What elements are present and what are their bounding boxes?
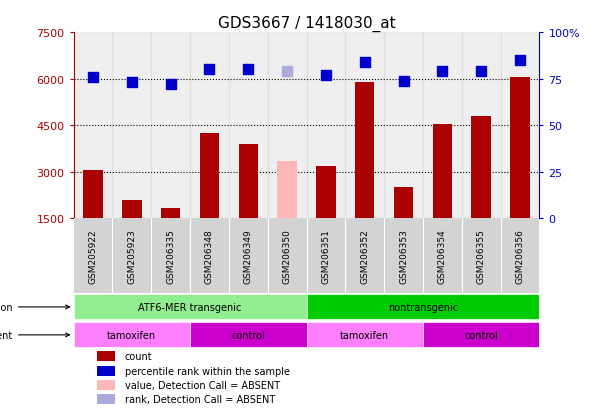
Bar — [423, 33, 462, 219]
Point — [88, 74, 98, 81]
Text: GSM206351: GSM206351 — [321, 229, 330, 283]
Text: count: count — [125, 351, 153, 361]
Point — [476, 69, 486, 75]
Bar — [471, 116, 491, 219]
FancyBboxPatch shape — [423, 323, 539, 348]
Point — [205, 67, 215, 74]
Text: agent: agent — [0, 330, 69, 340]
FancyBboxPatch shape — [306, 323, 423, 348]
Text: GSM206356: GSM206356 — [516, 229, 525, 283]
Text: value, Detection Call = ABSENT: value, Detection Call = ABSENT — [125, 380, 280, 390]
Text: GSM205922: GSM205922 — [88, 229, 97, 283]
Point — [360, 59, 370, 66]
Bar — [278, 161, 297, 219]
Text: tamoxifen: tamoxifen — [340, 330, 389, 340]
Text: GSM206335: GSM206335 — [166, 229, 175, 283]
Bar — [112, 33, 151, 219]
Point — [127, 80, 137, 87]
Text: GSM206350: GSM206350 — [283, 229, 292, 283]
Point — [438, 69, 447, 75]
Bar — [433, 124, 452, 219]
Bar — [394, 188, 413, 219]
Point — [282, 69, 292, 75]
Bar — [151, 33, 190, 219]
Point — [515, 57, 525, 64]
Text: genotype/variation: genotype/variation — [0, 302, 69, 312]
Bar — [316, 166, 336, 219]
FancyBboxPatch shape — [74, 323, 190, 348]
Text: control: control — [464, 330, 498, 340]
Text: GSM206352: GSM206352 — [360, 229, 369, 283]
Title: GDS3667 / 1418030_at: GDS3667 / 1418030_at — [218, 16, 395, 32]
Bar — [268, 33, 306, 219]
Bar — [200, 134, 219, 219]
Bar — [83, 171, 103, 219]
Point — [398, 78, 408, 85]
Point — [243, 67, 253, 74]
Bar — [355, 83, 375, 219]
Bar — [229, 33, 268, 219]
Bar — [97, 394, 115, 404]
Text: GSM206355: GSM206355 — [477, 229, 485, 283]
Text: nontransgenic: nontransgenic — [388, 302, 458, 312]
Text: GSM206349: GSM206349 — [244, 229, 253, 283]
Text: GSM206348: GSM206348 — [205, 229, 214, 283]
Bar — [97, 380, 115, 390]
Text: GSM206353: GSM206353 — [399, 229, 408, 283]
Text: GSM206354: GSM206354 — [438, 229, 447, 283]
Bar — [97, 351, 115, 361]
Point — [166, 82, 175, 88]
Bar — [306, 33, 345, 219]
Bar — [122, 200, 142, 219]
Bar — [161, 208, 180, 219]
Text: ATF6-MER transgenic: ATF6-MER transgenic — [139, 302, 242, 312]
Text: rank, Detection Call = ABSENT: rank, Detection Call = ABSENT — [125, 394, 275, 404]
FancyBboxPatch shape — [190, 323, 306, 348]
Text: percentile rank within the sample: percentile rank within the sample — [125, 366, 290, 376]
Text: control: control — [231, 330, 265, 340]
Bar — [501, 33, 539, 219]
FancyBboxPatch shape — [74, 294, 306, 320]
Bar — [462, 33, 501, 219]
Bar — [238, 145, 258, 219]
Bar — [510, 78, 530, 219]
Bar — [345, 33, 384, 219]
Text: GSM205923: GSM205923 — [128, 229, 136, 283]
Bar — [384, 33, 423, 219]
Text: tamoxifen: tamoxifen — [107, 330, 156, 340]
Bar — [74, 33, 112, 219]
FancyBboxPatch shape — [306, 294, 539, 320]
Point — [321, 73, 331, 79]
Bar — [97, 366, 115, 376]
Bar — [190, 33, 229, 219]
